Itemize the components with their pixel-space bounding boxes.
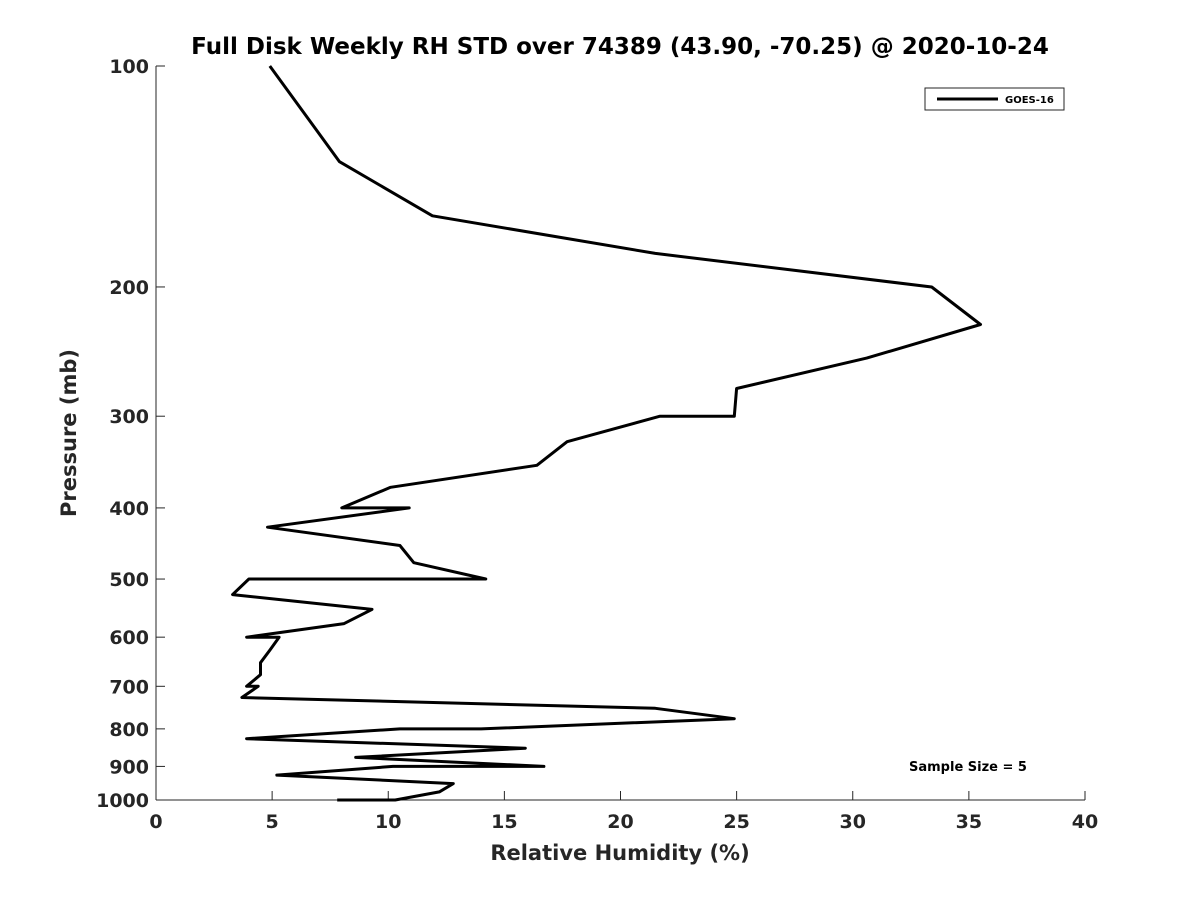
y-tick-label: 700 bbox=[109, 676, 149, 698]
x-tick-label: 30 bbox=[840, 811, 866, 833]
y-tick-label: 500 bbox=[109, 569, 149, 591]
y-tick-label: 900 bbox=[109, 756, 149, 778]
y-tick-label: 600 bbox=[109, 627, 149, 649]
x-tick-label: 20 bbox=[607, 811, 633, 833]
x-tick-label: 15 bbox=[491, 811, 517, 833]
y-tick-label: 200 bbox=[109, 277, 149, 299]
y-axis-ticks: 100 200 300 400 500 600 700 800 900 1000 bbox=[96, 56, 165, 812]
chart-title: Full Disk Weekly RH STD over 74389 (43.9… bbox=[191, 34, 1049, 60]
x-tick-label: 5 bbox=[266, 811, 279, 833]
y-axis-label: Pressure (mb) bbox=[57, 349, 81, 517]
x-tick-label: 35 bbox=[956, 811, 982, 833]
y-tick-label: 400 bbox=[109, 498, 149, 520]
x-tick-label: 0 bbox=[149, 811, 162, 833]
x-axis-ticks: 0 5 10 15 20 25 30 35 40 bbox=[149, 791, 1098, 833]
x-tick-label: 40 bbox=[1072, 811, 1098, 833]
y-tick-label: 300 bbox=[109, 406, 149, 428]
y-tick-label: 1000 bbox=[96, 790, 149, 812]
legend: GOES-16 bbox=[924, 87, 1065, 111]
x-axis-label: Relative Humidity (%) bbox=[490, 841, 749, 865]
x-tick-label: 10 bbox=[375, 811, 401, 833]
x-tick-label: 25 bbox=[723, 811, 749, 833]
y-tick-label: 100 bbox=[109, 56, 149, 78]
plot-area bbox=[156, 66, 1085, 800]
legend-entry-goes-16: GOES-16 bbox=[1005, 95, 1054, 106]
series-line-goes-16 bbox=[231, 65, 982, 802]
y-tick-label: 800 bbox=[109, 719, 149, 741]
sample-size-annotation: Sample Size = 5 bbox=[909, 760, 1027, 775]
